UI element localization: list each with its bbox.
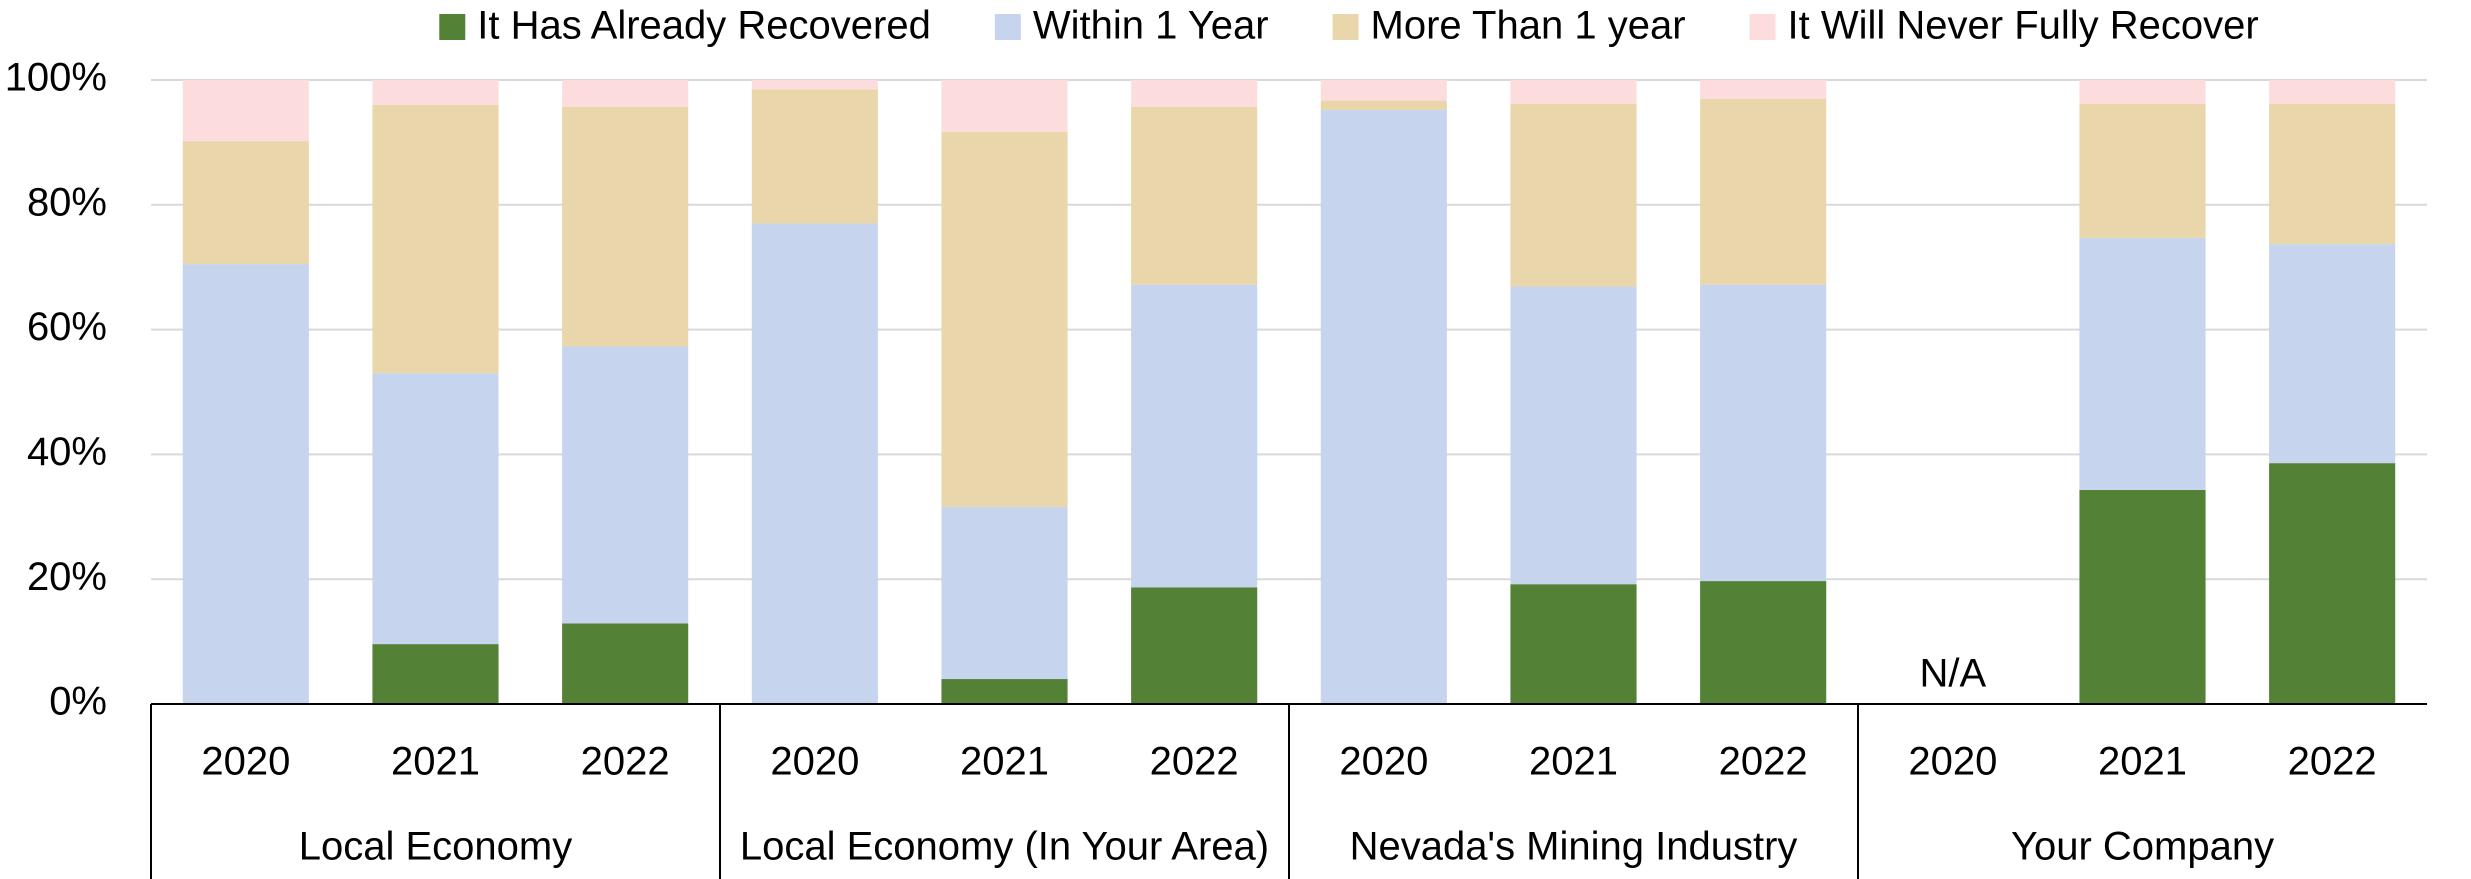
legend-label: It Will Never Fully Recover (1788, 4, 2259, 48)
y-tick-label: 80% (27, 180, 107, 224)
bar-segment (1510, 286, 1637, 585)
bar-segment (372, 373, 499, 645)
bar-segment (1700, 80, 1827, 99)
x-tick-label: 2021 (391, 740, 480, 784)
bar-segment (1131, 587, 1258, 704)
bar-segment (941, 679, 1068, 704)
bar-segment (2269, 463, 2396, 704)
group-label: Local Economy (In Your Area) (740, 825, 1269, 869)
bar-segment (1510, 80, 1637, 104)
x-tick-label: 2020 (201, 740, 290, 784)
y-tick-label: 60% (27, 305, 107, 349)
x-tick-label: 2020 (1908, 740, 1997, 784)
bar-segment (2269, 103, 2396, 245)
x-tick-label: 2022 (1150, 740, 1239, 784)
bar-segment (2079, 237, 2206, 490)
legend-label: Within 1 Year (1033, 4, 1269, 48)
bar-segment (372, 104, 499, 374)
bar-segment (1131, 80, 1258, 107)
bar-segment (2079, 103, 2206, 238)
x-tick-label: 2022 (2288, 740, 2377, 784)
bar-segment (2079, 80, 2206, 104)
x-tick-label: 2020 (1339, 740, 1428, 784)
bar-segment (372, 80, 499, 105)
bar-segment (182, 141, 309, 265)
bar-segment (2269, 80, 2396, 104)
bar-segment (562, 346, 689, 624)
group-label: Nevada's Mining Industry (1350, 825, 1798, 869)
bar-segment (562, 623, 689, 704)
bar-segment (1131, 284, 1258, 588)
bar-segment (1700, 581, 1827, 704)
bar-segment (1510, 584, 1637, 704)
y-tick-label: 40% (27, 430, 107, 474)
y-tick-label: 20% (27, 555, 107, 599)
x-tick-label: 2021 (1529, 740, 1618, 784)
x-tick-label: 2020 (770, 740, 859, 784)
annotation: N/A (1919, 652, 1986, 696)
y-tick-label: 100% (5, 56, 107, 100)
bar-segment (2269, 244, 2396, 464)
bar-segment (751, 89, 878, 224)
bar-segment (1700, 98, 1827, 285)
bar-segment (372, 644, 499, 704)
x-tick-label: 2022 (581, 740, 670, 784)
x-tick-label: 2022 (1719, 740, 1808, 784)
legend-swatch (1332, 14, 1359, 40)
bar-segment (562, 106, 689, 347)
bar-segment (182, 80, 309, 142)
bar-segment (1510, 103, 1637, 287)
y-tick-label: 0% (49, 680, 107, 724)
legend-swatch (439, 14, 466, 40)
bar-segment (1320, 100, 1447, 110)
bar-segment (1700, 284, 1827, 582)
x-tick-label: 2021 (960, 740, 1049, 784)
bar-segment (941, 131, 1068, 507)
bar-segment (182, 264, 309, 704)
legend-swatch (994, 14, 1021, 40)
bar-segment (751, 80, 878, 90)
bar-segment (1131, 106, 1258, 285)
bar-segment (941, 80, 1068, 132)
legend-label: It Has Already Recovered (477, 4, 931, 48)
group-label: Local Economy (299, 825, 572, 869)
group-label: Your Company (2011, 825, 2274, 869)
bar-segment (751, 223, 878, 704)
legend-swatch (1749, 14, 1776, 40)
bar-segment (1320, 109, 1447, 704)
bar-segment (1320, 80, 1447, 101)
legend-label: More Than 1 year (1371, 4, 1686, 48)
bar-segment (2079, 489, 2206, 704)
bar-segment (941, 506, 1068, 680)
bar-segment (562, 80, 689, 107)
x-tick-label: 2021 (2098, 740, 2187, 784)
